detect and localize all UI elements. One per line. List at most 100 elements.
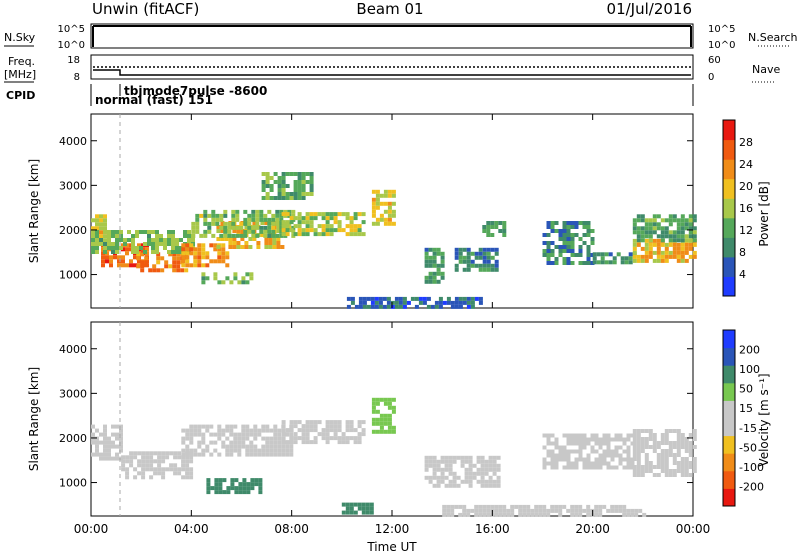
scatter-cell bbox=[115, 436, 119, 441]
scatter-cell bbox=[550, 449, 555, 454]
scatter-cell bbox=[225, 424, 230, 429]
x-tick-label: 00:00 bbox=[676, 522, 711, 536]
scatter-cell bbox=[95, 218, 99, 223]
scatter-cell bbox=[91, 440, 95, 445]
scatter-cell bbox=[129, 459, 134, 464]
scatter-cell bbox=[688, 254, 693, 259]
scatter-cell bbox=[640, 469, 645, 473]
scatter-cell bbox=[448, 483, 453, 488]
scatter-cell bbox=[189, 475, 194, 480]
scatter-cell bbox=[107, 444, 111, 449]
scatter-cell bbox=[387, 217, 392, 222]
scatter-cell bbox=[644, 218, 649, 223]
scatter-cell bbox=[640, 429, 645, 433]
scatter-cell bbox=[550, 249, 555, 253]
scatter-cell bbox=[672, 429, 677, 433]
colorbar-swatch bbox=[723, 198, 735, 219]
scatter-cell bbox=[181, 467, 186, 472]
scatter-cell bbox=[175, 238, 179, 242]
scatter-cell bbox=[229, 452, 234, 457]
scatter-cell bbox=[201, 255, 206, 260]
scatter-cell bbox=[436, 479, 441, 484]
scatter-cell bbox=[680, 242, 685, 247]
scatter-cell bbox=[594, 504, 599, 509]
scatter-cell bbox=[466, 267, 471, 272]
scatter-cell bbox=[542, 457, 547, 462]
scatter-cell bbox=[103, 428, 107, 433]
scatter-cell bbox=[253, 432, 258, 437]
scatter-cell bbox=[688, 461, 693, 465]
scatter-cell bbox=[277, 452, 282, 457]
scatter-cell bbox=[247, 229, 252, 234]
scatter-cell bbox=[598, 457, 603, 462]
scatter-cell bbox=[189, 243, 194, 248]
scatter-cell bbox=[644, 254, 649, 259]
scatter-cell bbox=[195, 221, 200, 226]
scatter-cell bbox=[582, 445, 587, 450]
scatter-cell bbox=[614, 449, 619, 454]
colorbar-swatch bbox=[723, 276, 735, 297]
scatter-cell bbox=[227, 229, 232, 234]
scatter-cell bbox=[197, 251, 202, 256]
scatter-cell bbox=[249, 428, 254, 433]
scatter-cell bbox=[168, 264, 173, 269]
scatter-cell bbox=[201, 247, 206, 252]
freq-label: Freq. bbox=[8, 55, 35, 68]
scatter-cell bbox=[325, 432, 330, 437]
scatter-cell bbox=[562, 449, 567, 454]
scatter-cell bbox=[562, 504, 567, 509]
scatter-cell bbox=[632, 218, 637, 223]
scatter-cell bbox=[261, 444, 266, 449]
scatter-cell bbox=[390, 304, 395, 309]
nsky-label: N.Sky bbox=[4, 31, 36, 44]
scatter-cell bbox=[474, 508, 479, 513]
scatter-cell bbox=[618, 453, 623, 458]
scatter-cell bbox=[444, 483, 449, 488]
scatter-cell bbox=[482, 267, 487, 272]
scatter-cell bbox=[281, 428, 286, 433]
scatter-cell bbox=[656, 214, 661, 219]
scatter-cell bbox=[506, 512, 511, 517]
scatter-cell bbox=[632, 238, 637, 243]
scatter-cell bbox=[189, 459, 194, 464]
scatter-cell bbox=[391, 405, 396, 410]
scatter-cell bbox=[247, 221, 252, 226]
scatter-cell bbox=[394, 300, 399, 305]
scatter-cell bbox=[478, 267, 483, 272]
scatter-cell bbox=[117, 263, 121, 268]
scatter-cell bbox=[550, 433, 555, 438]
scatter-cell bbox=[387, 213, 392, 218]
scatter-cell bbox=[361, 420, 366, 425]
scatter-cell bbox=[171, 246, 175, 250]
scatter-cell bbox=[245, 432, 250, 437]
scatter-cell bbox=[636, 453, 641, 457]
scatter-cell bbox=[325, 420, 330, 425]
scatter-cell bbox=[448, 479, 453, 484]
scatter-cell bbox=[309, 428, 314, 433]
scatter-cell bbox=[371, 189, 376, 194]
scatter-cell bbox=[249, 448, 254, 453]
scatter-cell bbox=[546, 233, 551, 237]
scatter-cell bbox=[241, 424, 246, 429]
scatter-cell bbox=[235, 225, 240, 230]
scatter-cell bbox=[610, 465, 615, 470]
scatter-cell bbox=[236, 229, 241, 233]
scatter-cell bbox=[562, 237, 567, 241]
scatter-cell bbox=[249, 452, 254, 457]
scatter-cell bbox=[440, 471, 445, 476]
scatter-cell bbox=[293, 420, 298, 425]
scatter-cell bbox=[185, 448, 190, 453]
scatter-cell bbox=[371, 421, 376, 426]
scatter-cell bbox=[391, 209, 396, 214]
scatter-cell bbox=[586, 512, 591, 517]
scatter-cell bbox=[644, 465, 649, 469]
scatter-cell bbox=[119, 428, 123, 433]
scatter-cell bbox=[546, 512, 551, 517]
scatter-cell bbox=[680, 469, 685, 473]
scatter-cell bbox=[205, 276, 210, 281]
scatter-cell bbox=[283, 209, 288, 214]
scatter-cell bbox=[562, 245, 567, 249]
scatter-cell bbox=[432, 271, 437, 276]
scatter-cell bbox=[656, 465, 661, 469]
scatter-cell bbox=[185, 463, 190, 468]
